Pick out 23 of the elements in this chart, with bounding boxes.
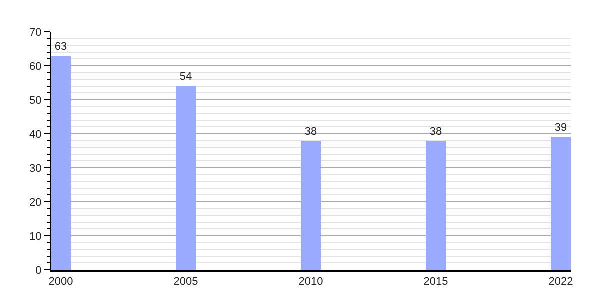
y-tick-label: 60 bbox=[30, 60, 42, 73]
data-label: 38 bbox=[304, 126, 318, 138]
data-label: 39 bbox=[554, 122, 568, 134]
bar bbox=[426, 141, 446, 270]
y-tick-label: 10 bbox=[30, 230, 42, 243]
y-tick-label: 50 bbox=[30, 94, 42, 107]
bar bbox=[301, 141, 321, 270]
x-tick-label: 2022 bbox=[548, 276, 574, 288]
data-label: 54 bbox=[180, 71, 192, 83]
y-tick-label: 20 bbox=[30, 196, 42, 209]
y-tick-label: 40 bbox=[30, 128, 42, 141]
y-tick-label: 70 bbox=[30, 26, 42, 39]
data-label: 63 bbox=[54, 41, 68, 53]
bar bbox=[176, 86, 196, 270]
x-tick-label: 2015 bbox=[424, 276, 448, 288]
y-tick-label: 0 bbox=[36, 264, 42, 277]
x-tick-label: 2000 bbox=[48, 276, 74, 288]
data-label: 38 bbox=[430, 126, 442, 138]
x-tick-label: 2005 bbox=[174, 276, 198, 288]
bar bbox=[551, 137, 571, 270]
x-tick-label: 2010 bbox=[298, 276, 324, 288]
y-tick-label: 30 bbox=[30, 162, 42, 175]
bar bbox=[51, 56, 71, 270]
